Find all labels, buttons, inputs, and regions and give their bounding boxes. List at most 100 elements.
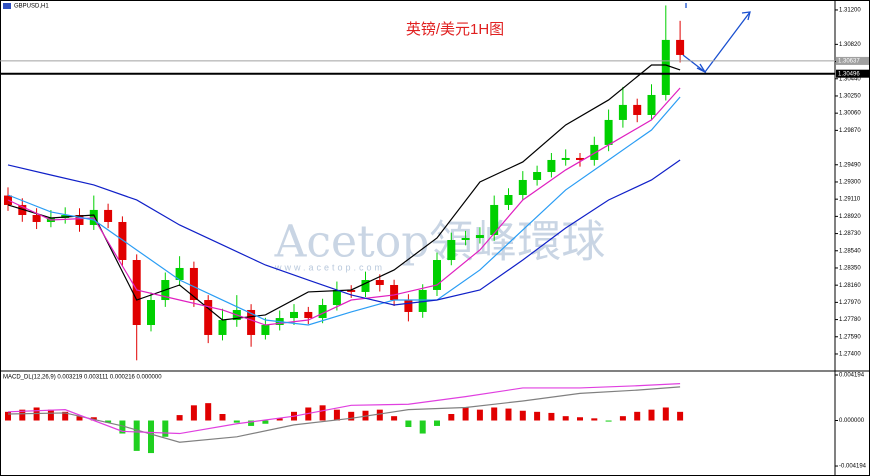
y-tick-label: 1.28350 bbox=[839, 266, 861, 272]
histogram-bar bbox=[677, 411, 684, 421]
histogram-bar bbox=[619, 416, 626, 421]
indicator-line bbox=[7, 64, 681, 321]
candle-body bbox=[118, 221, 127, 261]
histogram-bar bbox=[519, 410, 526, 421]
histogram-bar bbox=[548, 412, 555, 421]
candle-body bbox=[218, 320, 227, 335]
candle-body bbox=[175, 267, 184, 281]
candle-body bbox=[647, 94, 656, 115]
y-tick-label: 1.30440 bbox=[839, 76, 861, 82]
histogram-bar bbox=[491, 407, 498, 421]
candle-body bbox=[518, 179, 527, 196]
candle-body bbox=[132, 260, 141, 326]
y-tick-label: 1.30250 bbox=[839, 94, 861, 100]
price-label-box bbox=[836, 69, 869, 78]
histogram-bar bbox=[405, 420, 412, 428]
candle-body bbox=[633, 104, 642, 115]
y-tick-label: 1.30060 bbox=[839, 111, 861, 117]
histogram-bar bbox=[634, 411, 641, 421]
histogram-bar bbox=[476, 409, 483, 421]
histogram-bar bbox=[448, 414, 455, 421]
candle-body bbox=[375, 280, 384, 285]
candle-body bbox=[533, 172, 542, 180]
candle-body bbox=[447, 239, 456, 261]
y-tick-label: 1.27400 bbox=[839, 352, 861, 358]
candle-body bbox=[461, 238, 470, 240]
y-tick-label: 1.31200 bbox=[839, 8, 861, 14]
indicator-line bbox=[7, 96, 681, 326]
candle-body bbox=[604, 119, 613, 145]
histogram-bar bbox=[105, 420, 112, 423]
watermark-url: www.acetop.com bbox=[274, 262, 385, 272]
candle-body bbox=[18, 204, 27, 216]
candle-body bbox=[590, 144, 599, 160]
histogram-bar bbox=[662, 407, 669, 421]
histogram-bar bbox=[648, 409, 655, 421]
y-tick-label: 1.28730 bbox=[839, 231, 861, 237]
histogram-bar bbox=[434, 420, 440, 426]
price-label: 1.30637 bbox=[838, 59, 860, 65]
histogram-bar bbox=[505, 408, 512, 421]
candle-body bbox=[318, 304, 327, 319]
histogram-bar bbox=[534, 411, 541, 421]
histogram-bar bbox=[276, 418, 283, 421]
y-tick-label: 1.27590 bbox=[839, 334, 861, 340]
candle-body bbox=[332, 289, 341, 305]
y-tick-label: -0.004194 bbox=[839, 464, 867, 470]
candle-body bbox=[618, 104, 627, 120]
symbol-icon bbox=[3, 3, 11, 9]
histogram-bar bbox=[119, 420, 126, 434]
histogram-bar bbox=[248, 420, 255, 426]
candle-body bbox=[676, 39, 685, 55]
histogram-bar bbox=[562, 416, 569, 421]
histogram-bar bbox=[233, 420, 240, 423]
candle-body bbox=[504, 195, 513, 205]
candle-body bbox=[32, 215, 41, 222]
candle-body bbox=[204, 300, 213, 335]
histogram-bar bbox=[605, 420, 612, 422]
histogram-bar bbox=[319, 405, 326, 421]
candle-body bbox=[189, 267, 198, 301]
histogram-bar bbox=[148, 420, 154, 454]
y-tick-label: 1.28540 bbox=[839, 248, 861, 254]
histogram-bar bbox=[205, 403, 212, 421]
candle-body bbox=[75, 215, 84, 225]
candle-body bbox=[290, 311, 298, 319]
indicator-line bbox=[7, 383, 681, 435]
candle-body bbox=[418, 289, 427, 312]
candle-body bbox=[475, 235, 484, 239]
macd-label: MACD_DL(12,26,9) 0.003219 0.003111 0.000… bbox=[3, 375, 162, 381]
candle-body bbox=[561, 157, 570, 160]
y-tick-label: 1.28160 bbox=[839, 283, 861, 289]
y-tick-label: 1.27970 bbox=[839, 300, 861, 306]
histogram-bar bbox=[376, 409, 383, 421]
histogram-bar bbox=[262, 420, 269, 424]
histogram-bar bbox=[219, 414, 226, 421]
candle-body bbox=[147, 300, 155, 326]
y-tick-label: 0.004194 bbox=[839, 373, 865, 379]
candle-body bbox=[347, 289, 356, 292]
candle-body bbox=[433, 260, 441, 290]
y-tick-label: 1.27780 bbox=[839, 317, 861, 323]
watermark: Acetop領峰環球 bbox=[274, 217, 606, 268]
candle-body bbox=[490, 204, 499, 236]
histogram-bar bbox=[419, 420, 426, 434]
candle-body bbox=[661, 39, 670, 95]
candle-body bbox=[390, 284, 399, 301]
histogram-bar bbox=[591, 418, 598, 421]
candle-body bbox=[304, 311, 313, 319]
y-tick-label: 0.000000 bbox=[839, 418, 865, 424]
indicator-line bbox=[7, 87, 681, 326]
price-label-box bbox=[836, 56, 869, 65]
histogram-bar bbox=[348, 411, 355, 421]
histogram-bar bbox=[462, 407, 469, 421]
candle-body bbox=[576, 157, 584, 160]
y-tick-label: 1.29490 bbox=[839, 162, 861, 168]
histogram-bar bbox=[5, 411, 11, 421]
y-tick-label: 1.29110 bbox=[839, 197, 861, 203]
candle-body bbox=[547, 159, 556, 173]
candle-body bbox=[404, 300, 413, 312]
